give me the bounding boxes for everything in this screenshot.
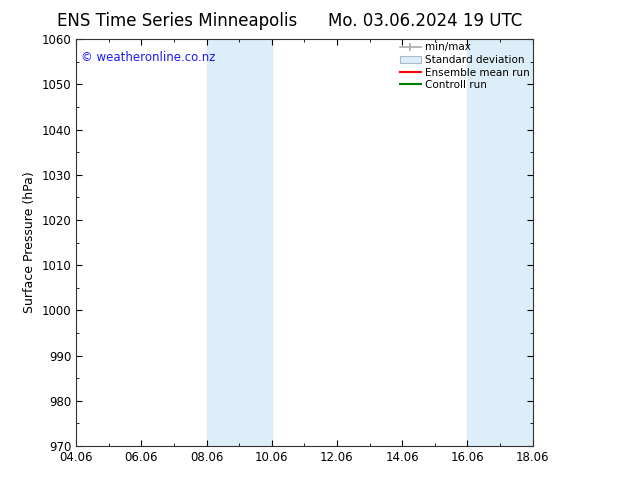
Legend: min/max, Standard deviation, Ensemble mean run, Controll run: min/max, Standard deviation, Ensemble me… xyxy=(399,42,529,90)
Y-axis label: Surface Pressure (hPa): Surface Pressure (hPa) xyxy=(23,172,36,314)
Bar xyxy=(467,39,533,446)
Bar xyxy=(207,39,272,446)
Text: Mo. 03.06.2024 19 UTC: Mo. 03.06.2024 19 UTC xyxy=(328,12,522,30)
Text: © weatheronline.co.nz: © weatheronline.co.nz xyxy=(81,51,215,64)
Text: ENS Time Series Minneapolis: ENS Time Series Minneapolis xyxy=(58,12,297,30)
